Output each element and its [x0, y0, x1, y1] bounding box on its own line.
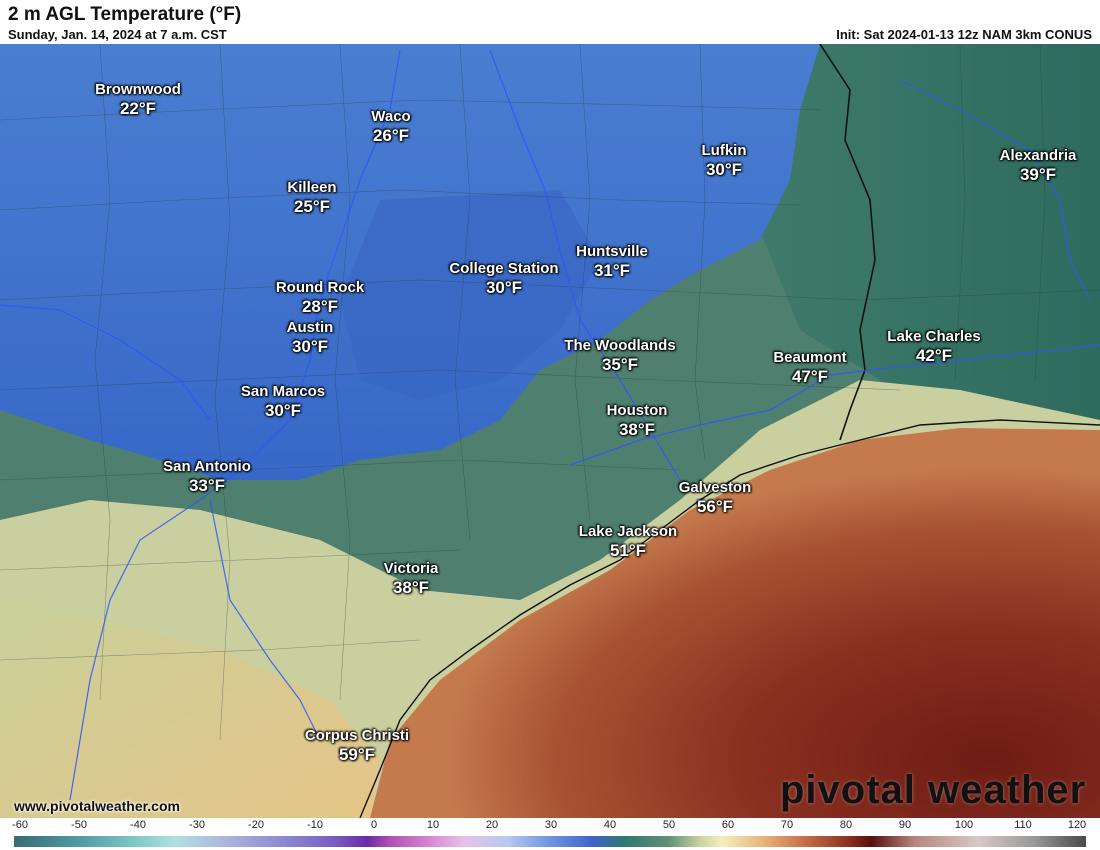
legend-tick: 120 [1067, 819, 1087, 831]
temperature-map: Brownwood 22°F Waco 26°F Lufkin 30°F Alexan… [0, 44, 1100, 818]
city-label: San Antonio 33°F [163, 458, 251, 495]
legend-tick: -20 [248, 819, 264, 831]
city-label: Galveston 56°F [678, 479, 752, 516]
gulf-warm-region [370, 428, 1100, 818]
legend-tick: 100 [954, 819, 974, 831]
city-label: Round Rock 28°F [275, 279, 365, 316]
legend-tick: 70 [780, 819, 794, 831]
city-label: Houston 38°F [606, 402, 668, 439]
legend-tick: 20 [485, 819, 499, 831]
city-label: Lake Charles 42°F [887, 328, 981, 365]
legend-tick: -60 [12, 819, 28, 831]
county-lines [0, 44, 1100, 741]
city-label: San Marcos 30°F [240, 383, 326, 420]
legend-tick: -50 [71, 819, 87, 831]
model-init: Init: Sat 2024-01-13 12z NAM 3km CONUS [836, 27, 1092, 42]
city-label: Lake Jackson 51°F [578, 523, 678, 560]
legend-tick: 60 [721, 819, 735, 831]
city-label: Victoria 38°F [383, 560, 439, 597]
map-title: 2 m AGL Temperature (°F) [8, 4, 242, 25]
city-label: The Woodlands 35°F [564, 337, 676, 374]
southwest-region [0, 600, 380, 818]
color-legend: -60 -50 -40 -30 -20 -10 0 10 20 30 40 50… [0, 818, 1100, 850]
city-label: Lufkin 30°F [701, 142, 747, 179]
legend-tick: 90 [898, 819, 912, 831]
northeast-region [760, 44, 1100, 480]
legend-tick: 40 [603, 819, 617, 831]
city-label: Brownwood 22°F [95, 81, 181, 118]
website-link[interactable]: www.pivotalweather.com [14, 798, 180, 814]
legend-tick: -30 [189, 819, 205, 831]
legend-tick: 10 [426, 819, 440, 831]
header: 2 m AGL Temperature (°F) Sunday, Jan. 14… [0, 0, 1100, 44]
cold-core [340, 190, 600, 400]
legend-tick: 50 [662, 819, 676, 831]
city-label: Alexandria 39°F [999, 147, 1077, 184]
city-label: Killeen 25°F [287, 179, 337, 216]
city-label: Waco 26°F [371, 108, 411, 145]
legend-tick: 110 [1014, 819, 1032, 831]
city-label: Corpus Christi 59°F [304, 727, 410, 764]
legend-tick: -10 [307, 819, 323, 831]
legend-tick: -40 [130, 819, 146, 831]
city-label: Beaumont 47°F [773, 349, 847, 386]
city-label: College Station 30°F [449, 260, 559, 297]
coastline [359, 419, 1100, 818]
state-border [819, 44, 876, 441]
valid-time: Sunday, Jan. 14, 2024 at 7 a.m. CST [8, 27, 227, 42]
brand-logo: pivotal weather [780, 768, 1087, 812]
city-label: Huntsville 31°F [576, 243, 648, 280]
legend-colorbar [14, 836, 1086, 847]
rivers [0, 49, 1100, 801]
legend-tick: 0 [370, 819, 378, 831]
legend-tick: 80 [839, 819, 853, 831]
cold-region [0, 44, 820, 480]
map-canvas [0, 44, 1100, 818]
legend-ticks: -60 -50 -40 -30 -20 -10 0 10 20 30 40 50… [0, 818, 1100, 834]
legend-tick: 30 [544, 819, 558, 831]
city-label: Austin 30°F [286, 319, 334, 356]
